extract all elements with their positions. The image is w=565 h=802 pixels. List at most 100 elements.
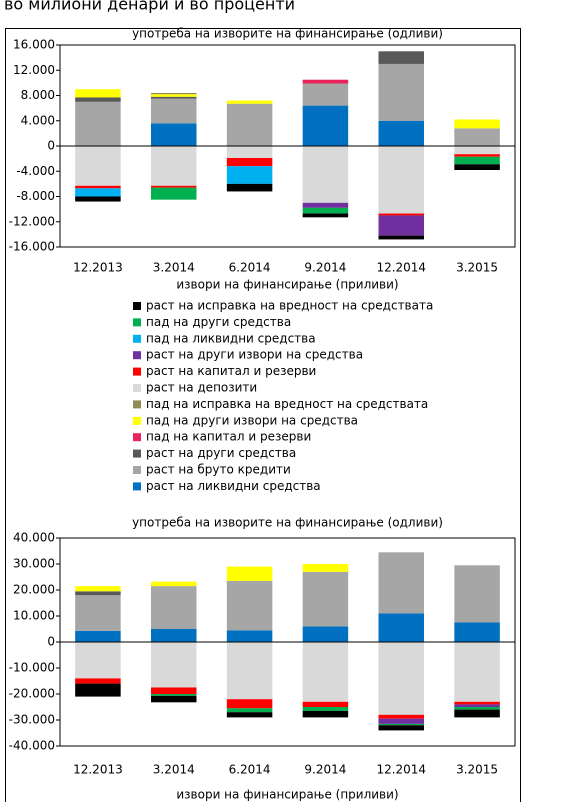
bar-segment	[226, 580, 273, 631]
legend-swatch	[133, 384, 141, 392]
bar-segment	[151, 586, 197, 629]
legend-label: пад на ликвидни средства	[146, 331, 316, 345]
bar-segment	[454, 701, 500, 705]
bar-segment	[75, 101, 121, 146]
x-tick-label: 9.2014	[304, 763, 346, 777]
y-tick-label: -4.000	[16, 164, 55, 178]
bar-segment	[151, 98, 197, 124]
x-tick-label: 3.2015	[456, 763, 498, 777]
x-tick-label: 3.2014	[153, 763, 195, 777]
bar-segment	[454, 565, 500, 623]
bar-segment	[454, 642, 500, 702]
x-tick-label: 6.2014	[229, 261, 271, 275]
bar-segment	[454, 146, 500, 155]
bar-segment	[151, 187, 197, 200]
legend-label: раст на бруто кредити	[146, 463, 291, 477]
bar-segment	[454, 128, 500, 146]
bar-segment	[378, 215, 424, 236]
x-tick-label: 12.2013	[73, 261, 123, 275]
legend-swatch	[133, 367, 141, 376]
bar-segment	[302, 564, 349, 572]
bar-segment	[151, 642, 197, 688]
y-tick-label: 8.000	[21, 88, 55, 102]
y-tick-label: 12.000	[13, 63, 55, 77]
legend-label: раст на други извори на средства	[146, 348, 363, 362]
bar-segment	[454, 622, 500, 642]
bar-segment	[378, 718, 424, 724]
bar-segment	[302, 146, 349, 203]
bar-segment	[378, 146, 424, 214]
legend-swatch	[133, 302, 141, 310]
bar-segment	[151, 185, 197, 188]
y-tick-label: 10.000	[13, 609, 55, 623]
bar-segment	[378, 51, 424, 64]
legend-label: раст на исправка на вредност на средства…	[146, 299, 433, 313]
bar-segment	[75, 146, 121, 186]
bar-segment	[302, 79, 349, 84]
bar-segment	[454, 164, 500, 170]
y-tick-label: 0	[47, 139, 55, 153]
y-tick-label: 40.000	[13, 531, 55, 545]
x-tick-label: 6.2014	[229, 763, 271, 777]
bar-segment	[302, 83, 349, 106]
bar-segment	[151, 146, 197, 186]
y-tick-label: -8.000	[16, 189, 55, 203]
x-tick-label: 3.2015	[456, 261, 498, 275]
bar-segment	[378, 552, 424, 614]
x-tick-label: 9.2014	[304, 261, 346, 275]
legend-swatch	[133, 351, 141, 360]
x-tick-label: 3.2014	[153, 261, 195, 275]
legend-swatch	[133, 466, 141, 474]
bar-segment	[151, 695, 197, 703]
bar-segment	[378, 723, 424, 726]
bar-segment	[226, 100, 273, 104]
bar-segment	[226, 566, 273, 581]
y-tick-label: -10.000	[9, 661, 55, 675]
bar-segment	[378, 714, 424, 719]
bar-segment	[226, 708, 273, 713]
y-tick-label: 4.000	[21, 113, 55, 127]
y-tick-label: 16.000	[13, 38, 55, 52]
legend-swatch	[133, 334, 141, 343]
chart-title: употреба на изворите на финансирање (одл…	[132, 516, 443, 530]
bar-segment	[378, 642, 424, 715]
bar-segment	[75, 185, 121, 189]
bar-segment	[378, 725, 424, 731]
x-tick-label: 12.2014	[376, 763, 426, 777]
bar-segment	[226, 183, 273, 192]
x-axis-label: извори на финансирање (приливи)	[176, 278, 398, 292]
bar-segment	[226, 630, 273, 642]
bar-segment	[302, 710, 349, 718]
x-axis-label: извори на финансирање (приливи)	[176, 788, 398, 802]
bar-segment	[75, 586, 121, 592]
bar-segment	[75, 595, 121, 631]
x-tick-label: 12.2014	[376, 261, 426, 275]
bar-segment	[75, 196, 121, 202]
legend-label: пад на други извори на средства	[146, 413, 358, 427]
bar-segment	[454, 154, 500, 157]
bar-segment	[378, 213, 424, 216]
legend-label: раст на ликвидни средства	[146, 479, 321, 493]
y-tick-label: -16.000	[9, 240, 55, 254]
y-tick-label: -30.000	[9, 713, 55, 727]
bar-segment	[75, 97, 121, 102]
legend-swatch	[133, 449, 141, 458]
bar-segment	[302, 202, 349, 208]
x-tick-label: 12.2013	[73, 763, 123, 777]
bar-segment	[302, 707, 349, 711]
bar-segment	[226, 699, 273, 709]
bar-segment	[151, 96, 197, 99]
bar-segment	[302, 105, 349, 146]
legend-label: пад на капитал и резерви	[146, 430, 311, 444]
bar-segment	[226, 166, 273, 184]
bar-segment	[378, 613, 424, 642]
bar-segment	[75, 188, 121, 197]
legend-label: раст на депозити	[146, 381, 257, 395]
y-tick-label: -40.000	[9, 739, 55, 753]
bar-segment	[302, 642, 349, 702]
bar-segment	[454, 707, 500, 710]
bar-segment	[454, 119, 500, 129]
bar-segment	[226, 146, 273, 158]
bar-segment	[151, 92, 197, 95]
